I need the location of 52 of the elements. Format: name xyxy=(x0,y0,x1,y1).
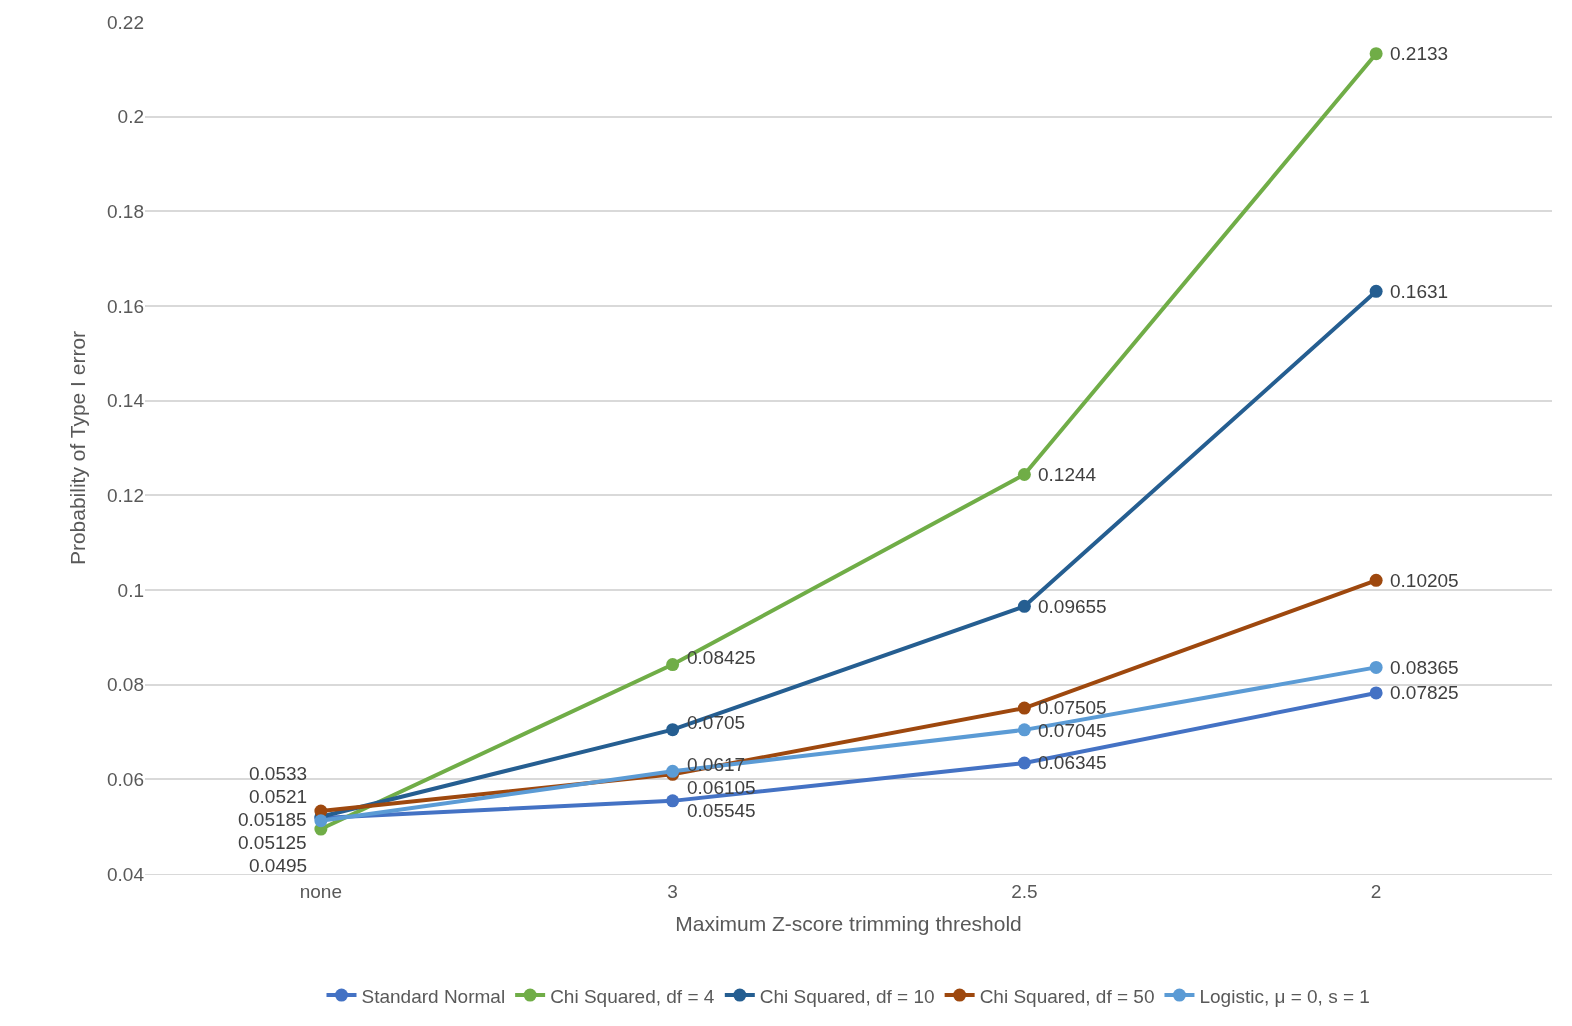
data-label: 0.0521 xyxy=(249,786,308,807)
y-tick-label: 0.2 xyxy=(117,106,144,128)
y-tick-label: 0.22 xyxy=(107,11,144,33)
y-tick-label: 0.04 xyxy=(107,863,145,885)
point xyxy=(1017,723,1031,737)
point xyxy=(666,723,680,737)
data-label: 0.09655 xyxy=(1038,596,1107,617)
x-tick-label: 2.5 xyxy=(1011,880,1038,902)
data-label: 0.05125 xyxy=(238,832,307,853)
y-tick-label: 0.1 xyxy=(117,579,144,601)
point xyxy=(1369,660,1383,674)
legend-label: Chi Squared, df = 4 xyxy=(550,985,715,1007)
data-label: 0.08365 xyxy=(1390,657,1459,678)
point xyxy=(1369,47,1383,61)
x-tick-label: 2 xyxy=(1370,880,1382,902)
y-tick-label: 0.14 xyxy=(107,390,145,412)
point xyxy=(1017,756,1031,770)
point xyxy=(1369,284,1383,298)
data-label: 0.06345 xyxy=(1038,752,1107,773)
data-label: 0.07825 xyxy=(1390,682,1459,703)
point xyxy=(666,658,680,672)
legend-label: Chi Squared, df = 10 xyxy=(759,985,935,1007)
data-label: 0.05185 xyxy=(238,809,307,830)
x-tick-label: 3 xyxy=(667,880,678,902)
y-tick-label: 0.18 xyxy=(107,200,144,222)
data-label: 0.06105 xyxy=(687,777,756,798)
data-label: 0.0533 xyxy=(249,763,308,784)
y-tick-label: 0.12 xyxy=(107,484,144,506)
x-tick-label: none xyxy=(299,880,343,902)
y-tick-label: 0.08 xyxy=(107,674,144,696)
data-label: 0.07045 xyxy=(1038,720,1107,741)
data-label: 0.07505 xyxy=(1038,697,1107,718)
point xyxy=(1017,599,1031,613)
legend-label: Logistic, μ = 0, s = 1 xyxy=(1199,985,1370,1007)
data-label: 0.05545 xyxy=(687,800,756,821)
y-tick-label: 0.16 xyxy=(107,295,144,317)
data-label: 0.0495 xyxy=(249,855,308,876)
x-axis-title: Maximum Z-score trimming threshold xyxy=(675,912,1022,935)
data-label: 0.1244 xyxy=(1038,464,1097,485)
legend-label: Chi Squared, df = 50 xyxy=(979,985,1155,1007)
point xyxy=(1017,701,1031,715)
data-label: 0.1631 xyxy=(1390,281,1449,302)
point xyxy=(1017,468,1031,481)
point xyxy=(1369,686,1383,700)
data-label: 0.2133 xyxy=(1390,43,1449,64)
y-axis-title: Probability of Type I error xyxy=(66,330,90,566)
y-tick-label: 0.06 xyxy=(107,768,144,790)
data-label: 0.10205 xyxy=(1390,570,1459,591)
legend-label: Standard Normal xyxy=(361,985,506,1007)
point xyxy=(666,794,680,808)
point xyxy=(1369,573,1383,587)
data-label: 0.08425 xyxy=(687,647,756,668)
